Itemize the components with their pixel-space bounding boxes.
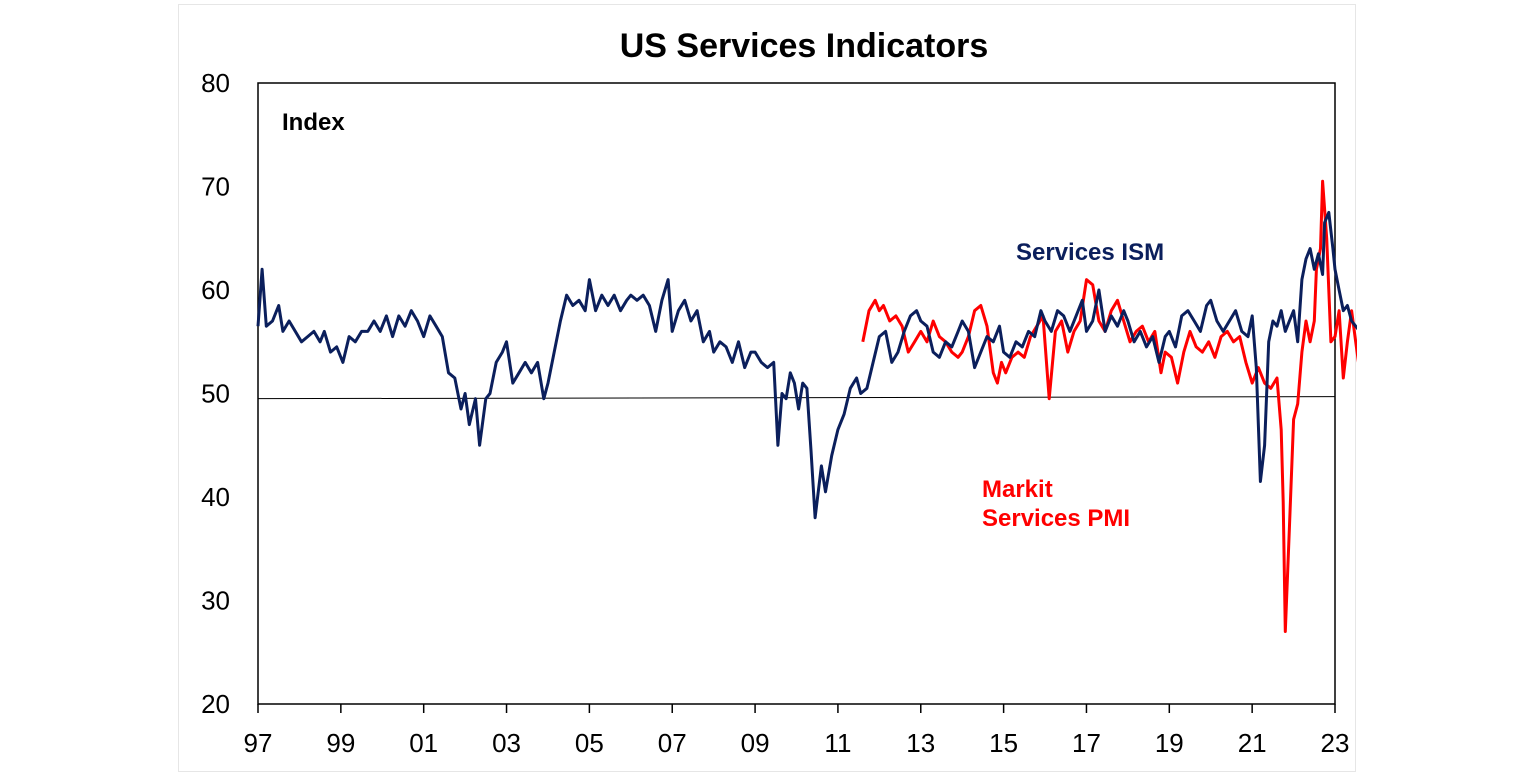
series-label-markit-pmi: Markit Services PMI: [982, 476, 1130, 532]
chart-frame: US Services Indicators Index 20 30 40 50 60 7…: [178, 4, 1357, 772]
y-axis-label: Index: [282, 109, 345, 136]
line-chart: US Services Indicators Index 20 30 40 50 60 7…: [201, 27, 1357, 758]
x-tick-label: 97: [244, 728, 273, 758]
x-tick-label: 03: [492, 728, 521, 758]
x-tick-label: 99: [326, 728, 355, 758]
series-label-services-ism: Services ISM: [1016, 239, 1164, 266]
x-tick-label: 23: [1321, 728, 1350, 758]
x-tick-label: 11: [824, 728, 851, 758]
x-tick-label: 17: [1072, 728, 1101, 758]
x-tick-label: 09: [741, 728, 770, 758]
x-axis: 97 99 01 03 05 07 09 11 13 15 17 19 21 23: [244, 704, 1350, 758]
x-tick-label: 07: [658, 728, 687, 758]
series-label-line: Markit: [982, 476, 1053, 503]
y-tick-label: 50: [201, 379, 230, 409]
y-tick-label: 80: [201, 68, 230, 98]
x-tick-label: 05: [575, 728, 604, 758]
x-tick-label: 15: [989, 728, 1018, 758]
x-tick-label: 13: [906, 728, 935, 758]
x-tick-label: 21: [1238, 728, 1267, 758]
series-label-line: Services PMI: [982, 505, 1130, 532]
plot-area: [257, 82, 1336, 705]
y-tick-label: 40: [201, 482, 230, 512]
series-line-services-ism: [256, 210, 1357, 520]
x-tick-label: 19: [1155, 728, 1184, 758]
y-tick-label: 30: [201, 586, 230, 616]
x-tick-label: 01: [409, 728, 438, 758]
chart-title: US Services Indicators: [620, 27, 989, 65]
y-tick-label: 20: [201, 689, 230, 719]
y-axis: 20 30 40 50 60 70 80: [201, 68, 230, 719]
y-tick-label: 70: [201, 172, 230, 202]
series-layer: [256, 179, 1357, 633]
y-tick-label: 60: [201, 275, 230, 305]
